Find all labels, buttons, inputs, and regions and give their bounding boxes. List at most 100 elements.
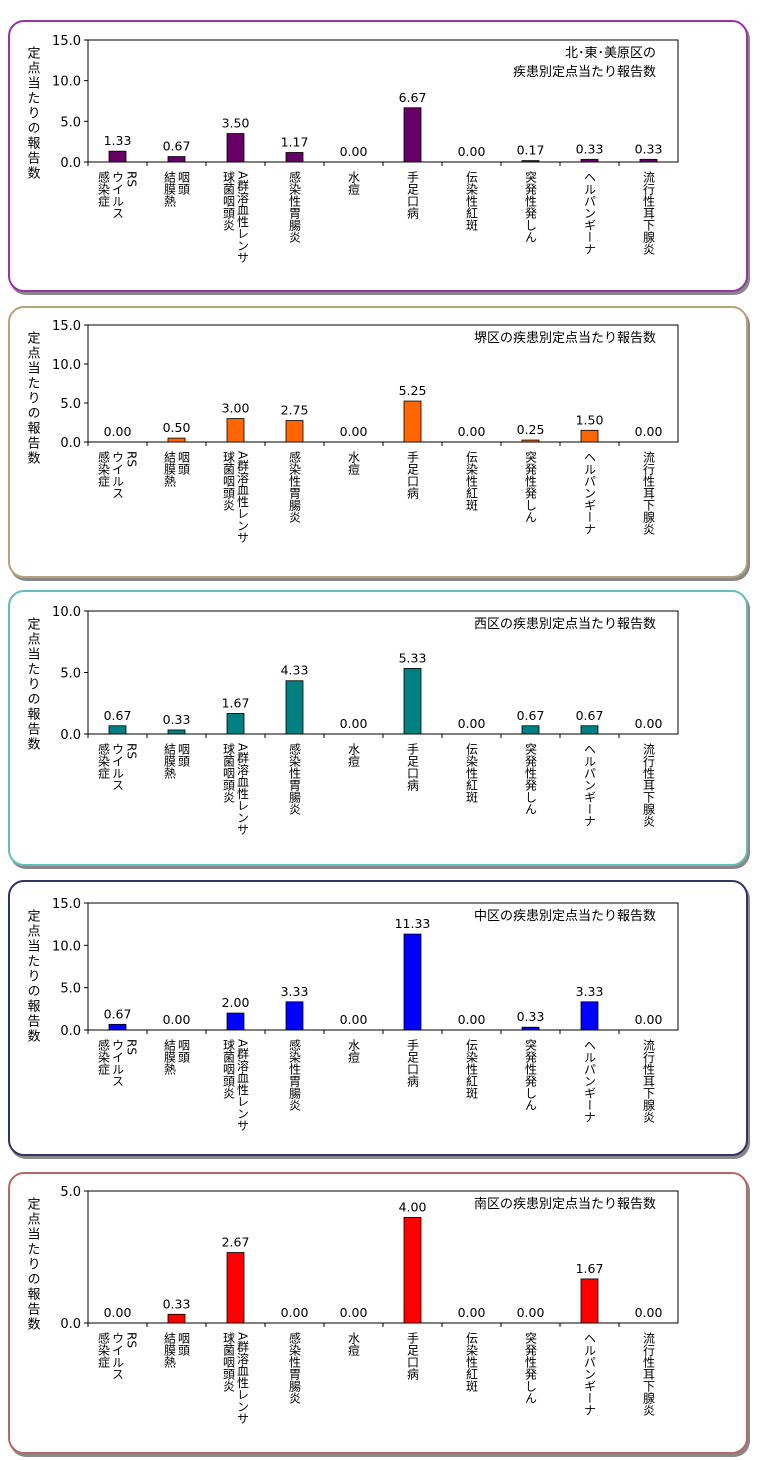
y-tick-label: 15.0 [52, 34, 81, 49]
category-label: 手足口病 [406, 743, 420, 792]
bar [580, 158, 599, 163]
data-label: 0.00 [281, 1305, 309, 1320]
y-axis-label: 定点当たりの報告数 [25, 331, 41, 466]
category-label: 伝染性紅斑 [465, 451, 479, 512]
data-label: 2.67 [222, 1235, 250, 1250]
data-label: 2.75 [281, 403, 309, 418]
bar [108, 1023, 127, 1031]
y-tick-label: 0.0 [60, 436, 81, 451]
category-label: 球菌咽頭炎 [222, 171, 236, 231]
data-label: 6.67 [399, 90, 427, 105]
data-label: 0.00 [340, 1305, 368, 1320]
y-tick-label: 10.0 [52, 358, 81, 373]
chart-panel-nishi: 定点当たりの報告数 0.0 5.0 10.0 西区の疾患別定点当たり報告数 0.67 RS ウ… [8, 590, 748, 866]
data-label: 0.67 [104, 1006, 132, 1021]
data-label: 0.00 [104, 1305, 132, 1320]
bar [639, 158, 658, 163]
bar [580, 1001, 599, 1031]
category-label: 流行性耳下腺炎 [642, 171, 656, 255]
category-label: 球菌咽頭炎 [222, 743, 236, 803]
bar [521, 1026, 540, 1031]
category-label: 感染症 [97, 450, 111, 488]
y-tick-label: 0.0 [60, 156, 81, 171]
chart-svg: 定点当たりの報告数 0.05.0南区の疾患別定点当たり報告数0.00RSウイルス感… [25, 1185, 679, 1424]
data-label: 1.17 [281, 134, 309, 149]
category-label: 手足口病 [406, 451, 420, 500]
category-label: 突発性発しん [524, 170, 538, 243]
category-label: A群溶血性レンサ [236, 1039, 250, 1131]
data-label: 3.00 [222, 401, 250, 416]
bar [521, 160, 540, 163]
category-label: 感染性胃腸炎 [288, 1331, 302, 1404]
category-label: 水痘 [347, 171, 361, 196]
data-label: 0.00 [458, 1305, 486, 1320]
category-label: 感染症 [97, 1331, 111, 1369]
chart-svg: 定点当たりの報告数 0.0 5.0 10.0 15.0 堺区の疾患別定点当たり報告数 0.0… [25, 319, 679, 543]
data-label: 0.33 [163, 1296, 191, 1311]
y-tick-label: 5.0 [60, 1185, 81, 1200]
category-label: 流行性耳下腺炎 [642, 451, 656, 535]
data-label: 0.00 [458, 716, 486, 731]
category-label: A群溶血性レンサ [236, 1332, 250, 1424]
bar [167, 1313, 186, 1324]
category-label: 結膜熱 [163, 171, 177, 208]
bar [226, 418, 245, 443]
category-label: 流行性耳下腺炎 [642, 1039, 656, 1123]
bar [285, 152, 304, 163]
category-label: ヘルパンギーナ [583, 1039, 597, 1123]
category-label: 球菌咽頭炎 [222, 1039, 236, 1099]
category-label: ウイルス [111, 743, 125, 791]
data-label: 0.00 [458, 1012, 486, 1027]
data-label: 0.00 [635, 1305, 663, 1320]
data-label: 0.00 [340, 716, 368, 731]
category-label: 手足口病 [406, 171, 420, 220]
category-label: 咽頭 [177, 171, 191, 196]
category-label: 球菌咽頭炎 [222, 1332, 236, 1392]
category-label: 球菌咽頭炎 [222, 451, 236, 511]
chart-title: 堺区の疾患別定点当たり報告数 [474, 331, 656, 346]
bar [285, 1001, 304, 1031]
data-label: 3.33 [576, 984, 604, 999]
category-label: RS [125, 451, 139, 467]
y-axis-label: 定点当たりの報告数 [25, 909, 41, 1044]
data-label: 4.33 [281, 663, 309, 678]
data-label: 0.67 [576, 708, 604, 723]
data-label: 0.33 [163, 712, 191, 727]
bar [403, 107, 422, 163]
data-label: 0.67 [517, 708, 545, 723]
chart-title: 南区の疾患別定点当たり報告数 [474, 1196, 656, 1212]
y-axis-label: 定点当たりの報告数 [25, 46, 41, 181]
category-label: 感染症 [97, 170, 111, 208]
category-label: ウイルス [111, 1039, 125, 1087]
data-label: 11.33 [395, 916, 431, 931]
data-label: 1.50 [576, 412, 604, 427]
category-label: 水痘 [347, 743, 361, 768]
category-label: 手足口病 [406, 1039, 420, 1088]
data-label: 0.00 [340, 424, 368, 439]
category-label: ヘルパンギーナ [583, 171, 597, 255]
data-label: 0.00 [340, 1012, 368, 1027]
chart-panel-minami: 定点当たりの報告数 0.0 5.0 南区の疾患別定点当たり報告数 0.00 RS ウイルス感… [8, 1172, 748, 1454]
category-label: 咽頭 [177, 743, 191, 768]
data-label: 0.00 [635, 1012, 663, 1027]
data-label: 5.33 [399, 650, 427, 665]
bar [226, 133, 245, 163]
category-label: ウイルス [111, 451, 125, 499]
data-label: 0.33 [517, 1009, 545, 1024]
bar [226, 713, 245, 735]
data-label: 0.00 [458, 424, 486, 439]
category-label: 突発性発しん [524, 1331, 538, 1404]
category-label: ウイルス [111, 1332, 125, 1380]
data-label: 1.33 [104, 133, 132, 148]
bar [108, 725, 127, 735]
category-label: 水痘 [347, 451, 361, 476]
category-label: 感染症 [97, 1038, 111, 1076]
bar [521, 725, 540, 735]
chart-svg: 定点当たりの報告数 0.0 5.0 10.0 西区の疾患別定点当たり報告数 0.67 RSウ… [25, 605, 679, 835]
category-label: 結膜熱 [163, 1039, 177, 1076]
bar [226, 1252, 245, 1324]
data-label: 4.00 [399, 1199, 427, 1214]
y-tick-label: 5.0 [60, 982, 81, 997]
data-label: 0.00 [163, 1012, 191, 1027]
y-tick-label: 0.0 [60, 1317, 81, 1332]
